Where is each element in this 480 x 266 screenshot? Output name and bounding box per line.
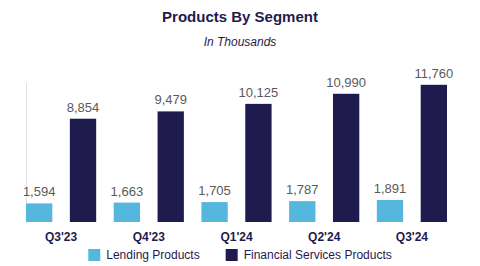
legend: Lending Products Financial Services Produ… xyxy=(88,248,391,262)
y-axis-line xyxy=(26,83,27,223)
legend-swatch xyxy=(88,249,100,261)
x-tick: Q4'23 xyxy=(133,222,166,244)
subtitle: In Thousands xyxy=(204,35,277,49)
data-label: 1,787 xyxy=(286,182,319,197)
title: Products By Segment xyxy=(162,8,318,25)
data-label: 1,594 xyxy=(23,184,56,199)
data-label: 10,125 xyxy=(239,85,279,100)
data-label: 11,760 xyxy=(414,66,453,81)
legend-item: Financial Services Products xyxy=(226,248,392,262)
data-label: 9,479 xyxy=(154,92,187,107)
x-axis: Q3'23 Q4'23 Q1'24 Q2'24 Q3'24 xyxy=(27,222,448,244)
x-tick: Q3'24 xyxy=(396,222,429,244)
bar xyxy=(26,203,52,222)
data-label: 10,990 xyxy=(326,75,366,90)
data-label: 1,663 xyxy=(111,184,144,199)
bar xyxy=(158,111,184,222)
data-label: 8,854 xyxy=(67,100,100,115)
chart: Products By Segment In Thousands 1,594 1,66… xyxy=(0,0,480,266)
bar xyxy=(289,201,315,222)
bars xyxy=(26,85,447,222)
data-label: 1,705 xyxy=(198,183,231,198)
data-label: 1,891 xyxy=(374,181,407,196)
bar xyxy=(333,94,359,222)
bar xyxy=(421,85,447,222)
x-tick: Q1'24 xyxy=(220,222,253,244)
legend-label: Lending Products xyxy=(106,248,199,262)
bar xyxy=(201,202,227,222)
x-tick-label: Q1'24 xyxy=(220,230,253,244)
x-tick-label: Q4'23 xyxy=(133,230,166,244)
x-tick-label: Q3'24 xyxy=(396,230,429,244)
legend-label: Financial Services Products xyxy=(244,248,392,262)
y-axis xyxy=(26,83,27,223)
x-tick-label: Q3'23 xyxy=(45,230,78,244)
x-tick: Q3'23 xyxy=(45,222,78,244)
x-tick: Q2'24 xyxy=(308,222,341,244)
bar xyxy=(245,104,271,222)
legend-item: Lending Products xyxy=(88,248,199,262)
x-tick-label: Q2'24 xyxy=(308,230,341,244)
bar xyxy=(70,119,96,222)
data-labels: 1,594 1,663 1,705 1,787 1,891 8,854 9,479 10,12… xyxy=(23,66,453,200)
x-axis-line xyxy=(27,222,448,223)
legend-swatch xyxy=(226,249,238,261)
bar xyxy=(114,203,140,222)
bar xyxy=(377,200,403,222)
plot: 1,594 1,663 1,705 1,787 1,891 8,854 9,479 10,12… xyxy=(23,66,453,244)
